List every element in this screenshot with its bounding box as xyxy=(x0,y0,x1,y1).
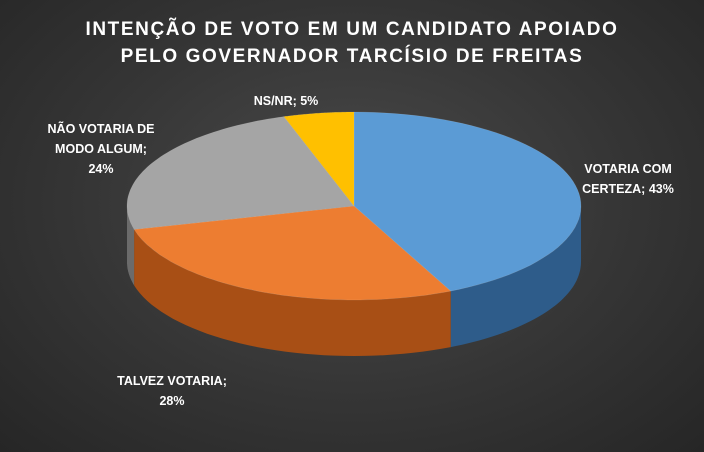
chart-title-line-2: PELO GOVERNADOR TARCÍSIO DE FREITAS xyxy=(120,46,584,67)
pie-slice-talvez-votaria xyxy=(133,205,452,301)
chart-title-line-1: INTENÇÃO DE VOTO EM UM CANDIDATO APOIADO xyxy=(85,19,619,40)
data-label-votaria-com-certeza: VOTARIA COM CERTEZA; 43% xyxy=(582,162,674,196)
pie-sides xyxy=(127,206,581,356)
data-label-nao-votaria-de-modo-algum: NÃO VOTARIA DE MODO ALGUM; 24% xyxy=(47,122,155,176)
pie-slice-votaria-com-certeza xyxy=(353,111,582,292)
chart-title: INTENÇÃO DE VOTO EM UM CANDIDATO APOIADO… xyxy=(0,16,704,70)
pie-slice-nao-votaria-de-modo-algum xyxy=(126,116,355,230)
data-label-ns-nr: NS/NR; 5% xyxy=(253,94,319,108)
pie-slice-ns-nr xyxy=(283,111,355,207)
pie-top xyxy=(126,111,582,301)
pie-side-votaria-com-certeza xyxy=(450,206,581,348)
pie-side-talvez-votaria xyxy=(134,229,451,356)
pie-side-nao-votaria-de-modo-algum xyxy=(127,206,135,286)
data-label-talvez-votaria: TALVEZ VOTARIA; 28% xyxy=(117,374,227,408)
